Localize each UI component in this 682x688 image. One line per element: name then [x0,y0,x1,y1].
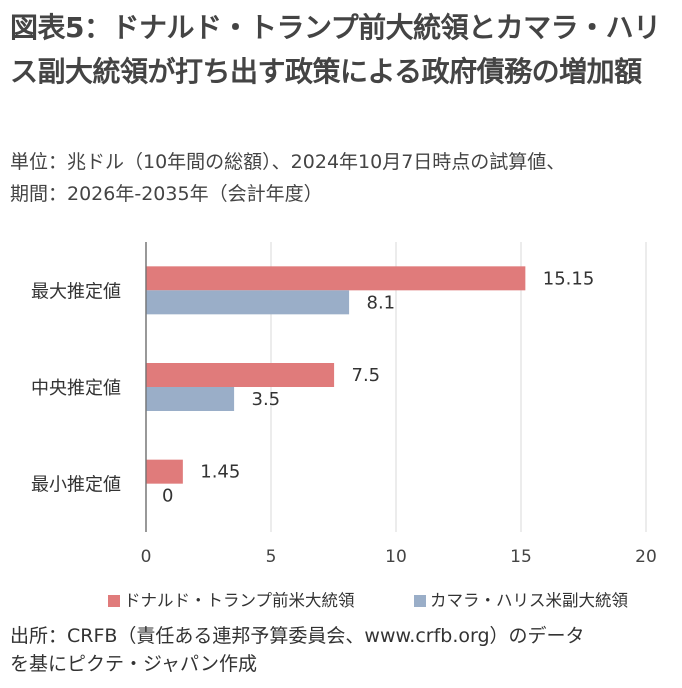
data-label-harris-2: 0 [162,486,173,507]
data-label-trump-2: 1.45 [200,462,240,483]
source-note-line-2: を基にピクテ・ジャパン作成 [10,653,258,675]
bar-trump-1 [146,363,335,387]
chart-title: 図表5：ドナルド・トランプ前大統領とカマラ・ハリス副大統領が打ち出す政策による政… [10,11,661,88]
category-label-1: 中央推定値 [31,378,121,399]
x-tick-label-0: 0 [141,547,152,567]
data-label-trump-0: 15.15 [543,268,595,289]
x-tick-label-3: 15 [510,547,532,567]
legend-label-0: ドナルド・トランプ前米大統領 [124,591,355,610]
x-tick-label-4: 20 [635,547,657,567]
subtitle-line-1: 単位：兆ドル（10年間の総額）、2024年10月7日時点の試算値、 [10,151,566,173]
category-label-0: 最大推定値 [31,281,121,302]
legend-swatch-1 [414,595,426,607]
chart-subtitle: 単位：兆ドル（10年間の総額）、2024年10月7日時点の試算値、 期間：202… [10,146,672,210]
legend-swatch-0 [108,595,120,607]
bar-harris-1 [146,387,235,411]
source-note: 出所：CRFB（責任ある連邦予算委員会、www.crfb.org）のデータ を基… [10,622,672,678]
category-label-2: 最小推定値 [31,475,121,496]
bar-trump-0 [146,266,526,291]
x-tick-label-1: 5 [266,547,277,567]
bar-harris-0 [146,290,350,315]
legend-label-1: カマラ・ハリス米副大統領 [430,591,629,610]
data-label-harris-0: 8.1 [367,292,396,313]
x-tick-label-2: 10 [385,547,407,567]
source-note-line-1: 出所：CRFB（責任ある連邦予算委員会、www.crfb.org）のデータ [10,625,585,647]
data-label-harris-1: 3.5 [252,389,281,410]
bar-trump-2 [146,459,183,484]
data-label-trump-1: 7.5 [352,365,381,386]
subtitle-line-2: 期間：2026年-2035年（会計年度） [10,183,323,205]
bar-chart: 0 5 10 15 20 最大推定値 15.15 8.1 中央推定値 7.5 3.5 最小推定値 1.4… [31,242,657,610]
